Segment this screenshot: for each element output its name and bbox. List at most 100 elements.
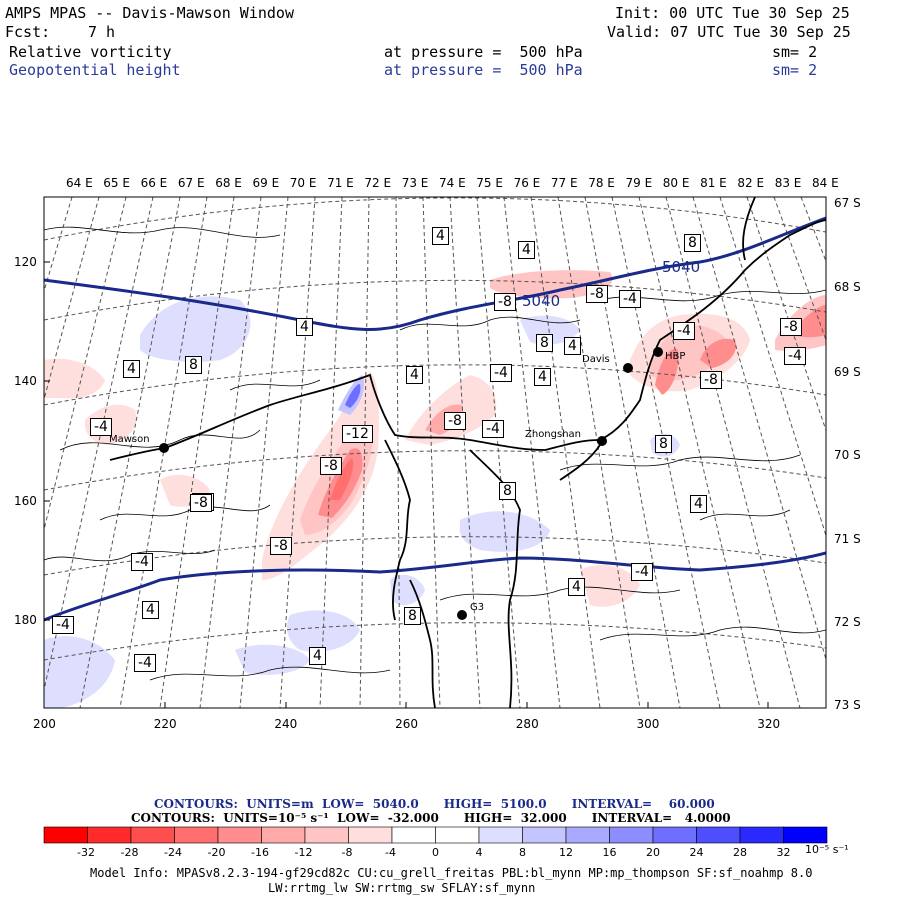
valid-time: Valid: 07 UTC Tue 30 Sep 25 <box>607 23 851 41</box>
longitude-label: 69 E <box>252 176 280 190</box>
bottom-tick-label: 280 <box>515 717 539 731</box>
vorticity-contour-label: 8 <box>655 435 672 453</box>
colorbar-label: -16 <box>251 846 269 859</box>
vorticity-contour-label: 4 <box>296 318 313 336</box>
colorbar-swatch <box>87 826 132 844</box>
longitude-label: 82 E <box>737 176 765 190</box>
latitude-label: 73 S <box>834 698 861 712</box>
vorticity-contour-label: -4 <box>52 616 74 634</box>
left-tick-label: 160 <box>14 494 37 508</box>
station-label-davis: Davis <box>582 354 610 365</box>
vorticity-contour-label: 4 <box>406 366 423 384</box>
forecast-hour: 7 h <box>88 23 116 41</box>
vorticity-contour-label: -8 <box>190 494 212 512</box>
vorticity-contour-label: -8 <box>700 371 722 389</box>
field1-level: at pressure = 500 hPa <box>384 43 583 61</box>
vorticity-contour-label: 8 <box>185 356 202 374</box>
longitude-label: 66 E <box>140 176 168 190</box>
bottom-tick-label: 300 <box>636 717 660 731</box>
colorbar-label: -20 <box>207 846 226 859</box>
left-tick-label: 120 <box>14 255 37 269</box>
field2-name: Geopotential height <box>9 61 181 79</box>
colorbar <box>43 826 828 844</box>
colorbar-label: 28 <box>733 846 747 859</box>
bottom-tick-label: 220 <box>153 717 177 731</box>
stations <box>159 347 663 620</box>
colorbar-label: 0 <box>432 846 439 859</box>
vorticity-contour-label: 4 <box>568 578 585 596</box>
bottom-tick-label: 320 <box>757 717 781 731</box>
latitude-label: 71 S <box>834 532 861 546</box>
longitude-label: 76 E <box>513 176 541 190</box>
colorbar-swatch <box>348 826 393 844</box>
colorbar-label: -24 <box>164 846 182 859</box>
coastline <box>109 197 826 708</box>
vorticity-contour-label: -8 <box>586 285 608 303</box>
vorticity-contour-label: 8 <box>684 234 701 252</box>
bottom-tick-label: 200 <box>33 717 56 731</box>
station-zhongshan-marker <box>597 436 607 446</box>
forecast-label: Fcst: <box>5 23 51 41</box>
vorticity-contour-label: -8 <box>494 293 516 311</box>
vorticity-contour-label: 8 <box>404 607 421 625</box>
longitude-lines <box>44 197 826 708</box>
bottom-tick-label: 240 <box>274 717 298 731</box>
longitude-label: 72 E <box>364 176 392 190</box>
vorticity-contours <box>44 226 826 681</box>
longitude-label: 81 E <box>700 176 727 190</box>
longitude-label: 75 E <box>476 176 503 190</box>
field2-smoothing: sm= 2 <box>772 61 818 79</box>
field2-level: at pressure = 500 hPa <box>384 61 583 79</box>
longitude-label: 65 E <box>103 176 130 190</box>
map-interior <box>44 197 826 708</box>
vorticity-contour-label: -4 <box>619 290 641 308</box>
height-contours-info: CONTOURS: UNITS=m LOW= 5040.0 HIGH= 5100… <box>154 797 715 811</box>
vorticity-contours-info: CONTOURS: UNITS=10⁻⁵ s⁻¹ LOW= -32.000 HI… <box>131 811 731 825</box>
colorbar-swatch <box>174 826 219 844</box>
colorbar-swatch <box>43 826 88 844</box>
vorticity-contour-label: -8 <box>780 318 802 336</box>
vorticity-contour-label: 4 <box>564 337 581 355</box>
colorbar-label: 12 <box>559 846 573 859</box>
vorticity-contour-label: -4 <box>482 420 504 438</box>
station-label-zhongshan: Zhongshan <box>525 429 582 440</box>
vorticity-contour-label: -4 <box>631 563 653 581</box>
longitude-label: 74 E <box>439 176 466 190</box>
longitude-label: 73 E <box>401 176 429 190</box>
init-time: Init: 00 UTC Tue 30 Sep 25 <box>615 4 850 22</box>
colorbar-label: 16 <box>602 846 617 859</box>
latitude-label: 67 S <box>834 196 861 210</box>
vorticity-contour-label: -4 <box>90 418 112 436</box>
vorticity-contour-label: -4 <box>490 364 512 382</box>
longitude-label: 84 E <box>812 176 839 190</box>
colorbar-label: 4 <box>475 846 483 859</box>
station-mawson-marker <box>159 443 169 453</box>
vorticity-contour-label: 4 <box>142 601 159 619</box>
colorbar-label: 20 <box>646 846 660 859</box>
colorbar-label: 32 <box>776 846 791 859</box>
model-info-line1: Model Info: MPASv8.2.3-194-gf29cd82c CU:… <box>90 866 813 880</box>
vorticity-contour-label: -8 <box>444 412 466 430</box>
vorticity-contour-label: 8 <box>536 334 553 352</box>
longitude-label: 64 E <box>66 176 93 190</box>
colorbar-swatch <box>478 826 523 844</box>
vorticity-contour-label: -12 <box>342 425 373 443</box>
longitude-label: 83 E <box>774 176 802 190</box>
colorbar-swatch <box>391 826 436 844</box>
field1-name: Relative vorticity <box>9 43 172 61</box>
station-g3-marker <box>457 610 467 620</box>
colorbar-label: -4 <box>385 846 396 859</box>
axis-ticks <box>43 261 769 708</box>
colorbar-swatch <box>652 826 697 844</box>
longitude-label: 78 E <box>588 176 615 190</box>
colorbar-swatch <box>304 826 349 844</box>
latitude-label: 72 S <box>834 615 861 629</box>
longitude-label: 70 E <box>289 176 317 190</box>
colorbar-swatch <box>522 826 567 844</box>
station-label-g3: G3 <box>470 602 485 613</box>
longitude-label: 77 E <box>550 176 578 190</box>
colorbar-swatch <box>217 826 262 844</box>
longitude-label: 79 E <box>625 176 653 190</box>
vorticity-contour-label: 4 <box>518 241 535 259</box>
